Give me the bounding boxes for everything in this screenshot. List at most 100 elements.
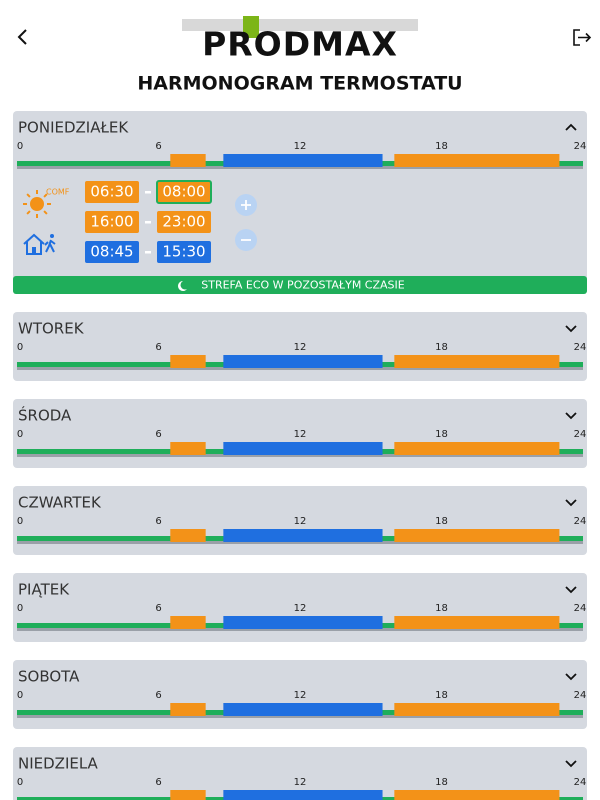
schedule-segment <box>170 790 206 800</box>
day-name: NIEDZIELA <box>18 755 99 773</box>
sun-ray <box>43 210 48 215</box>
hour-label: 6 <box>155 516 161 527</box>
person-body <box>44 239 56 253</box>
schedule-segment <box>223 154 383 167</box>
time-end-box[interactable] <box>157 241 211 263</box>
time-start: 16:00 <box>90 213 133 231</box>
logout-button[interactable] <box>573 29 592 46</box>
hour-label: 0 <box>17 429 23 440</box>
logo: PRODMAX <box>202 25 398 64</box>
hour-label: 12 <box>294 516 307 527</box>
hour-label: 18 <box>435 342 448 353</box>
hour-label: 18 <box>435 603 448 614</box>
time-end: 23:00 <box>162 213 205 231</box>
hour-label: 12 <box>294 690 307 701</box>
schedule-segment <box>394 442 560 455</box>
expand-toggle[interactable] <box>565 123 577 131</box>
hour-label: 12 <box>294 342 307 353</box>
hour-label: 18 <box>435 516 448 527</box>
expand-toggle[interactable] <box>565 325 577 333</box>
timeline-base <box>17 541 583 544</box>
time-end-box[interactable] <box>156 180 212 204</box>
hour-label: 0 <box>17 690 23 701</box>
time-end-box[interactable] <box>157 211 211 233</box>
hour-label: 0 <box>17 516 23 527</box>
schedule-segment <box>394 355 560 368</box>
hour-label: 18 <box>435 777 448 788</box>
schedule-segment <box>170 355 206 368</box>
schedule-segment <box>170 154 206 167</box>
timeline-base <box>17 715 583 718</box>
time-separator <box>145 191 151 194</box>
time-end: 08:00 <box>162 183 205 201</box>
eco-note-bar <box>13 276 587 294</box>
sun-ray <box>26 193 31 198</box>
expand-toggle[interactable] <box>565 499 577 507</box>
hour-label: 12 <box>294 429 307 440</box>
logo-accent <box>243 16 259 38</box>
schedule-segment <box>223 355 383 368</box>
schedule-segment <box>394 154 560 167</box>
comfort-icon <box>23 190 51 218</box>
timeline-base <box>17 367 583 370</box>
hour-label: 6 <box>155 603 161 614</box>
expand-toggle[interactable] <box>565 586 577 594</box>
hour-label: 18 <box>435 429 448 440</box>
expand-toggle[interactable] <box>565 673 577 681</box>
hour-label: 0 <box>17 141 23 152</box>
person-head <box>50 234 54 238</box>
away-icon <box>23 233 56 255</box>
schedule-segment <box>223 703 383 716</box>
back-button[interactable] <box>17 29 27 45</box>
time-separator <box>145 251 151 254</box>
hour-label: 24 <box>574 141 587 152</box>
schedule-segment <box>223 529 383 542</box>
schedule-segment <box>394 616 560 629</box>
time-start-box[interactable] <box>85 181 139 203</box>
time-end: 15:30 <box>162 243 205 261</box>
schedule-segment <box>394 790 560 800</box>
time-start-box[interactable] <box>85 241 139 263</box>
hour-label: 6 <box>155 777 161 788</box>
hour-label: 6 <box>155 342 161 353</box>
day-card[interactable] <box>13 747 587 800</box>
schedule-segment <box>170 442 206 455</box>
time-start-box[interactable] <box>85 211 139 233</box>
page-title: HARMONOGRAM TERMOSTATU <box>137 73 462 95</box>
hour-label: 12 <box>294 603 307 614</box>
time-start: 06:30 <box>90 183 133 201</box>
hour-label: 6 <box>155 141 161 152</box>
timeline-base <box>17 628 583 631</box>
schedule-segment <box>394 703 560 716</box>
sun-ray <box>26 210 31 215</box>
schedule-segment <box>170 703 206 716</box>
timeline-base <box>17 166 583 169</box>
hour-label: 0 <box>17 342 23 353</box>
time-start: 08:45 <box>90 243 133 261</box>
schedule-segment <box>394 529 560 542</box>
day-name: CZWARTEK <box>18 494 102 512</box>
schedule-segment <box>223 442 383 455</box>
hour-label: 0 <box>17 603 23 614</box>
comfort-label: COMF <box>46 188 70 197</box>
hour-label: 24 <box>574 690 587 701</box>
hour-label: 6 <box>155 429 161 440</box>
sun <box>30 197 44 211</box>
logo-band <box>182 19 418 31</box>
day-name: WTOREK <box>18 320 85 338</box>
hour-label: 18 <box>435 141 448 152</box>
hour-label: 6 <box>155 690 161 701</box>
expand-toggle[interactable] <box>565 760 577 768</box>
door <box>32 247 36 254</box>
expand-toggle[interactable] <box>565 412 577 420</box>
hour-label: 12 <box>294 777 307 788</box>
hour-label: 24 <box>574 516 587 527</box>
hour-label: 24 <box>574 777 587 788</box>
schedule-segment <box>223 616 383 629</box>
day-name: ŚRODA <box>18 406 72 425</box>
timeline-base <box>17 454 583 457</box>
schedule-segment <box>170 529 206 542</box>
day-name: PONIEDZIAŁEK <box>18 119 129 137</box>
